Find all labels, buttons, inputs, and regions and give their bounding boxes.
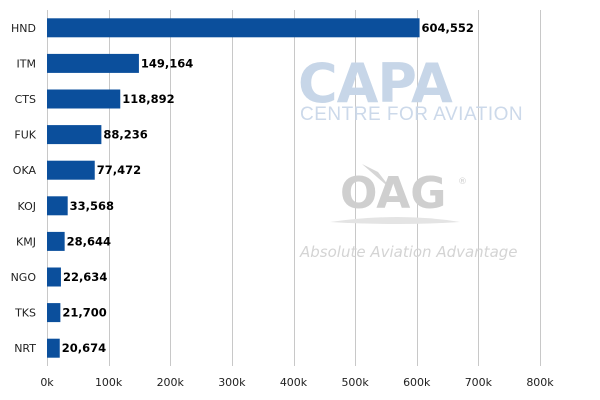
x-axis-tick-labels: 0k 100k 200k 300k 400k 500k 600k 700k 800k <box>40 376 554 389</box>
x-tick-label: 800k <box>526 376 554 389</box>
category-label-hnd: HND <box>11 22 36 35</box>
category-label-cts: CTS <box>15 93 36 106</box>
oag-swoosh-icon <box>362 164 392 190</box>
bar-kmj <box>47 231 65 251</box>
value-labels: 604,552 149,164 118,892 88,236 77,472 33,568 2… <box>62 21 474 355</box>
value-label-oka: 77,472 <box>97 163 141 177</box>
oag-swoosh-underline-icon <box>330 217 460 224</box>
value-label-tks: 21,700 <box>62 306 106 320</box>
bar-cts <box>47 89 121 109</box>
x-tick-label: 200k <box>157 376 185 389</box>
x-tick-label: 300k <box>218 376 246 389</box>
category-label-itm: ITM <box>17 57 36 70</box>
value-label-cts: 118,892 <box>122 92 174 106</box>
value-label-nrt: 20,674 <box>62 341 106 355</box>
oag-registered-mark: ® <box>458 177 467 187</box>
capa-watermark: CAPA <box>298 52 453 115</box>
x-tick-label: 500k <box>341 376 369 389</box>
value-label-kmj: 28,644 <box>67 234 111 248</box>
bar-fuk <box>47 125 102 145</box>
oag-watermark: OAG <box>340 168 446 219</box>
bar-oka <box>47 160 95 180</box>
oag-watermark-subtitle: Absolute Aviation Advantage <box>299 243 518 261</box>
bar-nrt <box>47 338 60 358</box>
x-tick-label: 600k <box>403 376 431 389</box>
x-tick-label: 400k <box>280 376 308 389</box>
x-tick-label: 0k <box>40 376 54 389</box>
x-tick-label: 100k <box>95 376 123 389</box>
bar-tks <box>47 303 61 323</box>
category-label-nrt: NRT <box>14 342 36 355</box>
bar-hnd <box>47 18 420 38</box>
bar-itm <box>47 53 139 73</box>
value-label-ngo: 22,634 <box>63 270 107 284</box>
oag-logo: OAG ® <box>330 164 467 224</box>
capa-watermark-subtitle: CENTRE FOR AVIATION <box>300 104 523 125</box>
category-label-fuk: FUK <box>14 129 36 142</box>
category-label-koj: KOJ <box>17 200 36 213</box>
bars <box>47 18 420 358</box>
category-label-ngo: NGO <box>11 271 37 284</box>
value-label-itm: 149,164 <box>141 56 193 70</box>
bar-koj <box>47 196 68 216</box>
x-tick-label: 700k <box>465 376 493 389</box>
bar-ngo <box>47 267 61 287</box>
watermarks: CAPA CENTRE FOR AVIATION OAG ® Absolute … <box>298 52 523 261</box>
value-label-koj: 33,568 <box>70 199 114 213</box>
category-label-oka: OKA <box>13 164 37 177</box>
category-labels: HND ITM CTS FUK OKA KOJ KMJ NGO TKS NRT <box>11 22 37 355</box>
value-label-fuk: 88,236 <box>103 128 147 142</box>
category-label-kmj: KMJ <box>16 235 36 248</box>
value-label-hnd: 604,552 <box>422 21 474 35</box>
category-label-tks: TKS <box>14 307 36 320</box>
